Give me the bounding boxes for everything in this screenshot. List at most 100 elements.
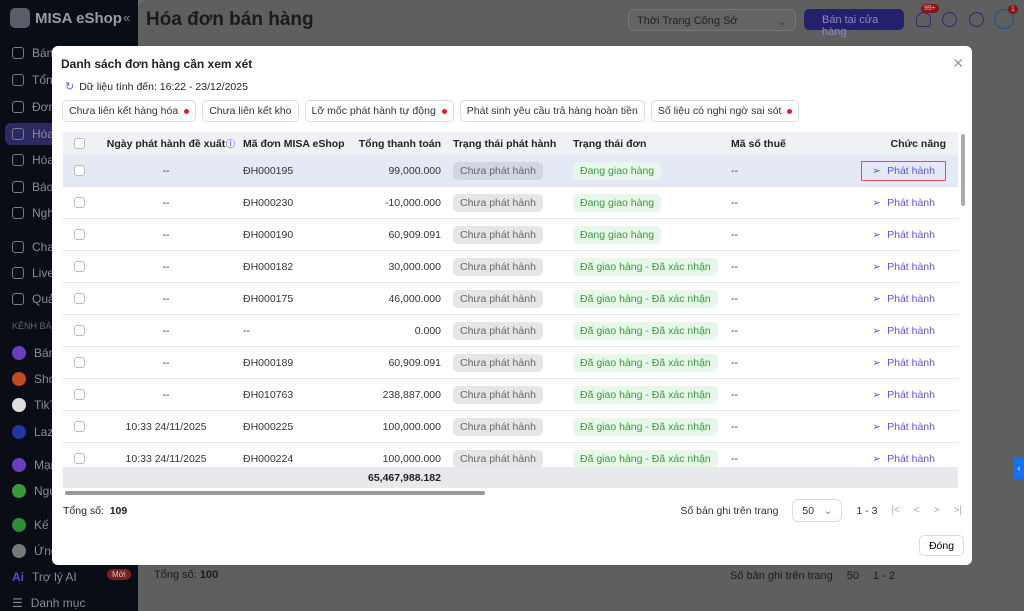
close-button[interactable]: Đóng <box>919 535 964 556</box>
shop-select[interactable]: Thời Trang Công Sở ⌄ <box>628 9 796 31</box>
sidebar-item[interactable]: Hóa <box>12 153 132 167</box>
row-checkbox[interactable] <box>73 421 85 432</box>
table-row[interactable]: -- ĐH000175 46,000.000 Chưa phát hành Đã… <box>63 283 958 315</box>
sidebar-channel[interactable]: Mạn <box>12 458 132 472</box>
filter-chip[interactable]: Lỡ mốc phát hành tự động <box>304 100 454 122</box>
orders-table: Ngày phát hành đề xuất ⓘ Mã đơn MISA eSho… <box>63 132 958 488</box>
row-checkbox[interactable] <box>73 229 85 240</box>
issue-status-badge: Chưa phát hành <box>453 417 543 436</box>
issue-invoice-button[interactable]: ➢ Phát hành <box>872 228 935 241</box>
review-orders-modal: Danh sách đơn hàng cần xem xét ✕ ↻ Dữ liệ… <box>52 46 972 565</box>
sidebar-channel[interactable]: Ứng <box>12 544 132 558</box>
prev-page-icon[interactable]: < <box>913 505 920 516</box>
menu-icon <box>12 74 24 86</box>
chevron-down-icon: ⌄ <box>777 16 787 28</box>
issue-invoice-button[interactable]: ➢ Phát hành <box>872 196 935 209</box>
order-status-badge: Đã giao hàng - Đã xác nhận <box>573 353 718 372</box>
collapse-sidebar-icon[interactable]: « <box>123 10 131 25</box>
filter-chip[interactable]: Phát sinh yêu cầu trả hàng hoàn tiền <box>459 100 645 122</box>
order-status-badge: Đang giao hàng <box>573 193 662 212</box>
order-status-badge: Đã giao hàng - Đã xác nhận <box>573 417 718 436</box>
issue-invoice-button[interactable]: ➢ Phát hành <box>861 160 946 181</box>
sidebar-channel[interactable]: Kế t <box>12 518 132 532</box>
row-checkbox[interactable] <box>73 357 85 368</box>
per-page-select[interactable]: 50 ⌄ <box>792 499 843 522</box>
more-icon[interactable] <box>969 12 984 27</box>
issue-invoice-button[interactable]: ➢ Phát hành <box>872 356 935 369</box>
table-row[interactable]: 10:33 24/11/2025 ĐH000225 100,000.000 Ch… <box>63 411 958 443</box>
row-checkbox[interactable] <box>73 165 85 176</box>
sum-row: 65,467,988.182 <box>63 467 958 488</box>
sidebar-item-ai[interactable]: Ai Trợ lý AI <box>12 570 77 584</box>
side-panel-toggle[interactable]: ‹ <box>1014 457 1024 479</box>
send-icon: ➢ <box>872 228 882 241</box>
avatar[interactable] <box>994 9 1014 29</box>
alert-dot <box>787 108 793 114</box>
sidebar-item[interactable]: Nghi <box>12 206 132 220</box>
table-row[interactable]: -- ĐH000195 99,000.000 Chưa phát hành Đa… <box>63 155 958 187</box>
issue-invoice-button[interactable]: ➢ Phát hành <box>872 388 935 401</box>
issue-invoice-button[interactable]: ➢ Phát hành <box>872 292 935 305</box>
data-as-of: ↻ Dữ liệu tính đến: 16:22 - 23/12/2025 <box>65 80 248 94</box>
menu-icon <box>12 101 24 113</box>
table-row[interactable]: -- ĐH000190 60,909.091 Chưa phát hành Đa… <box>63 219 958 251</box>
row-checkbox[interactable] <box>73 293 85 304</box>
sidebar-item-catalog[interactable]: ☰ Danh mục <box>12 596 86 610</box>
table-row[interactable]: -- ĐH000182 30,000.000 Chưa phát hành Đã… <box>63 251 958 283</box>
sidebar-channel[interactable]: Bán <box>12 346 132 360</box>
alert-dot <box>184 108 190 114</box>
table-row[interactable]: -- ĐH000189 60,909.091 Chưa phát hành Đã… <box>63 347 958 379</box>
horizontal-scrollbar[interactable] <box>65 491 485 495</box>
menu-icon <box>12 128 24 140</box>
order-status-badge: Đã giao hàng - Đã xác nhận <box>573 321 718 340</box>
avatar-badge: 1 <box>1008 5 1018 14</box>
row-checkbox[interactable] <box>73 389 85 400</box>
issue-invoice-button[interactable]: ➢ Phát hành <box>872 260 935 273</box>
table-row[interactable]: 10:33 24/11/2025 ĐH000224 100,000.000 Ch… <box>63 443 958 475</box>
row-checkbox[interactable] <box>73 325 85 336</box>
first-page-icon[interactable]: |< <box>891 505 900 516</box>
filter-chip[interactable]: Chưa liên kết kho <box>202 100 299 122</box>
info-icon[interactable]: ⓘ <box>225 138 235 149</box>
sidebar-item[interactable]: Báo <box>12 180 132 194</box>
next-page-icon[interactable]: > <box>933 505 940 516</box>
sidebar-channel[interactable]: TikT <box>12 398 132 412</box>
sell-in-store-button[interactable]: Bán tại cửa hàng <box>804 9 904 38</box>
issue-status-badge: Chưa phát hành <box>453 257 543 276</box>
table-row[interactable]: -- ĐH000230 -10,000.000 Chưa phát hành Đ… <box>63 187 958 219</box>
row-checkbox[interactable] <box>73 453 85 464</box>
issue-status-badge: Chưa phát hành <box>453 449 543 468</box>
select-all-checkbox[interactable] <box>73 138 85 149</box>
filter-chip[interactable]: Chưa liên kết hàng hóa <box>62 100 197 122</box>
issue-invoice-button[interactable]: ➢ Phát hành <box>872 324 935 337</box>
vertical-scrollbar[interactable] <box>961 134 965 206</box>
sidebar-item[interactable]: Live <box>12 266 132 280</box>
table-row[interactable]: -- ĐH010763 238,887.000 Chưa phát hành Đ… <box>63 379 958 411</box>
filter-chip[interactable]: Số liệu có nghi ngờ sai sót <box>650 100 800 122</box>
bell-icon[interactable] <box>916 12 931 27</box>
channel-icon <box>12 458 26 472</box>
order-status-badge: Đang giao hàng <box>573 225 662 244</box>
table-row[interactable]: -- -- 0.000 Chưa phát hành Đã giao hàng … <box>63 315 958 347</box>
issue-status-badge: Chưa phát hành <box>453 289 543 308</box>
issue-status-badge: Chưa phát hành <box>453 193 543 212</box>
send-icon: ➢ <box>872 356 882 369</box>
issue-invoice-button[interactable]: ➢ Phát hành <box>872 420 935 433</box>
refresh-icon[interactable]: ↻ <box>65 81 75 93</box>
send-icon: ➢ <box>872 452 882 465</box>
sidebar-item[interactable]: Quả <box>12 292 132 306</box>
row-checkbox[interactable] <box>73 261 85 272</box>
sidebar-item[interactable]: Đơn <box>12 100 132 114</box>
order-status-badge: Đã giao hàng - Đã xác nhận <box>573 385 718 404</box>
last-page-icon[interactable]: >| <box>953 505 962 516</box>
channel-icon <box>12 518 26 532</box>
help-icon[interactable] <box>942 12 957 27</box>
total-count: Tổng số: 109 <box>63 505 128 517</box>
row-checkbox[interactable] <box>73 197 85 208</box>
issue-invoice-button[interactable]: ➢ Phát hành <box>872 452 935 465</box>
issue-status-badge: Chưa phát hành <box>453 353 543 372</box>
ai-icon: Ai <box>12 570 24 584</box>
sidebar-item[interactable]: Chat <box>12 240 132 254</box>
sidebar-channel[interactable]: Ngu <box>12 484 132 498</box>
close-icon[interactable]: ✕ <box>952 55 964 71</box>
